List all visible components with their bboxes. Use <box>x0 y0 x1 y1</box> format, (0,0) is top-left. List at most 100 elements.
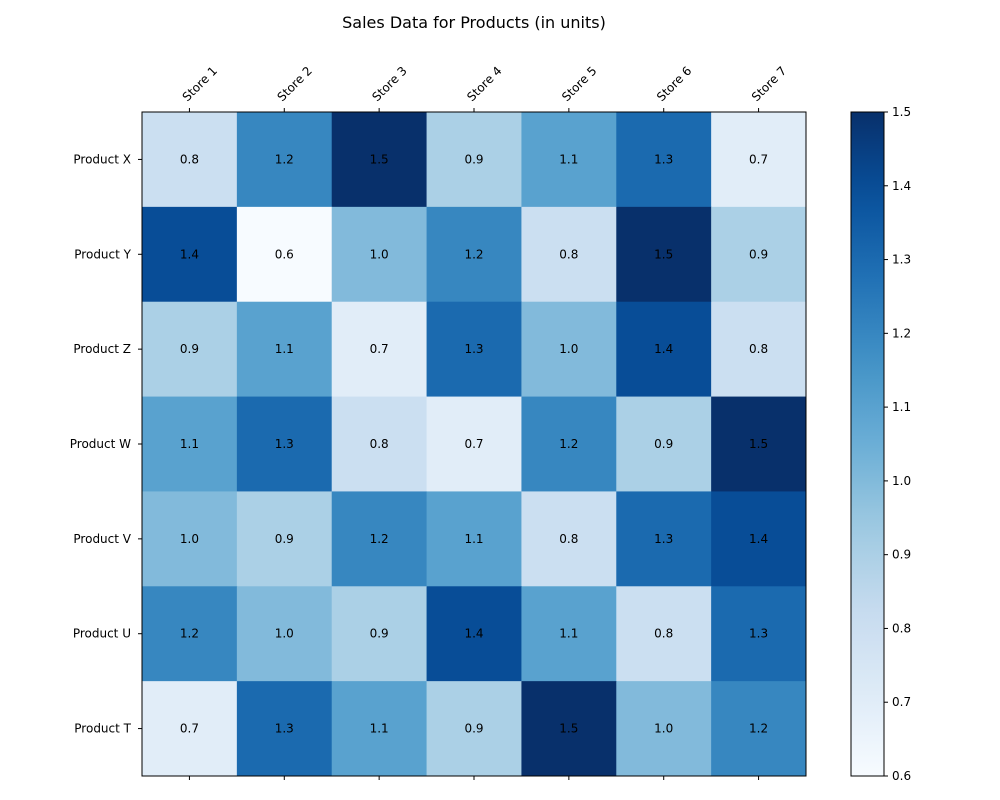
cell-value-label: 0.7 <box>749 152 768 166</box>
cell-value-label: 1.5 <box>654 247 673 261</box>
cell-value-label: 1.5 <box>749 437 768 451</box>
heatmap-cell <box>236 586 333 682</box>
heatmap-cells: 0.8 1.2 1.5 0.9 1.1 1.3 0.7 1.4 0.6 1.0 1.2 0.8 1.5 0… <box>142 112 807 777</box>
cell-value-label: 1.1 <box>275 342 294 356</box>
y-tick-label: Product Y <box>74 247 131 261</box>
cell-value-label: 1.1 <box>464 532 483 546</box>
heatmap-cell <box>426 301 522 398</box>
heatmap-cell <box>521 112 617 208</box>
colorbar-gradient <box>851 112 884 776</box>
cell-value-label: 0.8 <box>370 437 389 451</box>
heatmap-cell <box>521 586 617 682</box>
heatmap-cell <box>426 112 522 208</box>
heatmap-cell <box>616 681 712 777</box>
cell-value-label: 0.6 <box>275 247 294 261</box>
cell-value-label: 1.2 <box>370 532 389 546</box>
colorbar-tick-label: 0.9 <box>892 548 911 562</box>
cell-value-label: 1.4 <box>180 247 199 261</box>
cell-value-label: 0.8 <box>180 152 199 166</box>
heatmap-cell <box>331 586 428 682</box>
heatmap-cell <box>331 301 428 398</box>
y-tick-label: Product V <box>73 532 131 546</box>
colorbar-tick-label: 1.5 <box>892 105 911 119</box>
heatmap-cell <box>236 301 333 398</box>
colorbar-tick-label: 1.3 <box>892 253 911 267</box>
cell-value-label: 1.1 <box>559 627 578 641</box>
heatmap-cell <box>236 206 333 303</box>
cell-value-label: 1.3 <box>275 722 294 736</box>
heatmap-cell <box>711 586 807 682</box>
heatmap-cell <box>616 206 712 303</box>
colorbar: 0.6 0.7 0.8 0.9 1.0 1.1 1.2 1.3 1.4 1.5 <box>850 105 911 783</box>
cell-value-label: 1.2 <box>559 437 578 451</box>
heatmap-cell <box>521 681 617 777</box>
cell-value-label: 0.9 <box>180 342 199 356</box>
y-tick-label: Product Z <box>73 342 131 356</box>
heatmap-cell <box>426 396 522 492</box>
heatmap-cell <box>616 112 712 208</box>
cell-value-label: 0.9 <box>749 247 768 261</box>
plot-frame <box>141 111 807 777</box>
cell-value-label: 1.1 <box>559 152 578 166</box>
cell-value-label: 1.2 <box>749 722 768 736</box>
heatmap-cell <box>711 491 807 587</box>
heatmap-cell <box>426 586 522 682</box>
y-tick-label: Product W <box>70 437 131 451</box>
cell-value-label: 1.5 <box>559 722 578 736</box>
cell-value-label: 1.2 <box>180 627 199 641</box>
cell-value-label: 0.7 <box>180 722 199 736</box>
colorbar-tick-label: 0.8 <box>892 621 911 635</box>
cell-value-label: 0.9 <box>370 627 389 641</box>
heatmap-cell <box>331 396 428 492</box>
x-tick-label: Store 1 <box>180 64 220 104</box>
colorbar-tick-label: 1.0 <box>892 474 911 488</box>
colorbar-tick-label: 0.6 <box>892 769 911 783</box>
heatmap-cell <box>236 491 333 587</box>
heatmap-cell <box>236 681 333 777</box>
cell-value-label: 1.0 <box>654 722 673 736</box>
heatmap-cell <box>426 206 522 303</box>
cell-value-label: 1.2 <box>275 152 294 166</box>
heatmap-cell <box>142 491 238 587</box>
cell-value-label: 1.4 <box>749 532 768 546</box>
heatmap-cell <box>616 586 712 682</box>
cell-value-label: 0.9 <box>654 437 673 451</box>
cell-value-label: 0.7 <box>464 437 483 451</box>
y-axis-ticks: Product X Product Y Product Z Product W Prod… <box>70 152 142 736</box>
cell-value-label: 1.0 <box>180 532 199 546</box>
cell-value-label: 1.3 <box>654 532 673 546</box>
cell-value-label: 1.3 <box>749 627 768 641</box>
heatmap-cell <box>236 112 333 208</box>
cell-value-label: 0.9 <box>464 152 483 166</box>
cell-value-label: 1.3 <box>654 152 673 166</box>
heatmap-cell <box>521 396 617 492</box>
colorbar-frame <box>850 111 885 777</box>
heatmap-cell <box>236 396 333 492</box>
x-tick-label: Store 6 <box>654 64 694 104</box>
colorbar-tick-label: 0.7 <box>892 695 911 709</box>
y-tick-label: Product U <box>73 627 131 641</box>
cell-value-label: 1.5 <box>370 152 389 166</box>
heatmap-cell <box>426 491 522 587</box>
cell-value-label: 0.9 <box>464 722 483 736</box>
colorbar-tick-label: 1.1 <box>892 400 911 414</box>
x-tick-label: Store 5 <box>559 64 599 104</box>
heatmap-cell <box>711 301 807 398</box>
cell-value-label: 1.2 <box>464 247 483 261</box>
cell-value-label: 1.0 <box>559 342 578 356</box>
heatmap-cell <box>616 301 712 398</box>
heatmap-cell <box>426 681 522 777</box>
cell-value-label: 1.0 <box>370 247 389 261</box>
heatmap-cell <box>142 586 238 682</box>
x-tick-label: Store 4 <box>464 64 504 104</box>
heatmap-cell <box>142 206 238 303</box>
y-tick-label: Product T <box>74 722 131 736</box>
heatmap-cell <box>331 206 428 303</box>
cell-value-label: 1.4 <box>654 342 673 356</box>
cell-value-label: 1.1 <box>370 722 389 736</box>
heatmap-cell <box>331 491 428 587</box>
cell-value-label: 1.0 <box>275 627 294 641</box>
chart-title: Sales Data for Products (in units) <box>342 13 606 32</box>
